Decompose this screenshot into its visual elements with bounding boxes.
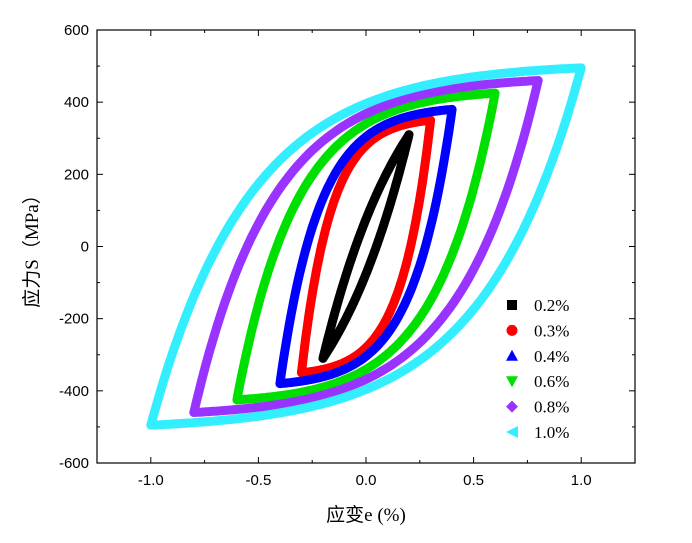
legend-marker xyxy=(506,349,518,361)
legend-marker xyxy=(506,376,518,388)
loop-0.3% xyxy=(296,115,436,378)
x-tick-label: 1.0 xyxy=(571,472,592,489)
x-tick-label: 0.5 xyxy=(463,472,484,489)
legend-label: 0.2% xyxy=(534,296,569,315)
legend-marker xyxy=(506,426,518,438)
legend-label: 0.3% xyxy=(534,321,569,340)
legend-label: 0.6% xyxy=(534,372,569,391)
loop-0.8% xyxy=(189,76,543,417)
loop-0.6% xyxy=(232,88,500,405)
y-axis-label: 应力S（MPa） xyxy=(21,185,43,307)
y-tick-label: 400 xyxy=(64,94,89,111)
hysteresis-loops xyxy=(146,63,586,430)
y-tick-label: 600 xyxy=(64,22,89,39)
loop-1.0% xyxy=(146,63,586,430)
legend-label: 0.4% xyxy=(534,347,569,366)
y-tick-label: 0 xyxy=(81,239,89,256)
legend-marker xyxy=(506,400,518,413)
x-tick-label: 0.0 xyxy=(356,472,377,489)
x-tick-label: -0.5 xyxy=(245,472,271,489)
legend-label: 0.8% xyxy=(534,398,569,417)
y-tick-label: -400 xyxy=(59,383,89,400)
x-tick-label: -1.0 xyxy=(138,472,164,489)
loop-0.2% xyxy=(318,130,414,363)
y-tick-label: 200 xyxy=(64,166,89,183)
y-tick-label: -200 xyxy=(59,311,89,328)
axes: -1.0 -0.5 0.0 0.5 1.0 -600 -400 -200 0 200 400 600 xyxy=(59,22,636,489)
legend-label: 1.0% xyxy=(534,423,569,442)
loop-0.4% xyxy=(275,104,457,389)
legend-marker xyxy=(507,300,517,310)
y-tick-label: -600 xyxy=(59,455,89,472)
legend-marker xyxy=(506,324,518,336)
x-axis-label: 应变e (%) xyxy=(326,504,406,526)
legend: 0.2% 0.3% 0.4% 0.6% 0.8% 1.0% xyxy=(506,296,569,442)
